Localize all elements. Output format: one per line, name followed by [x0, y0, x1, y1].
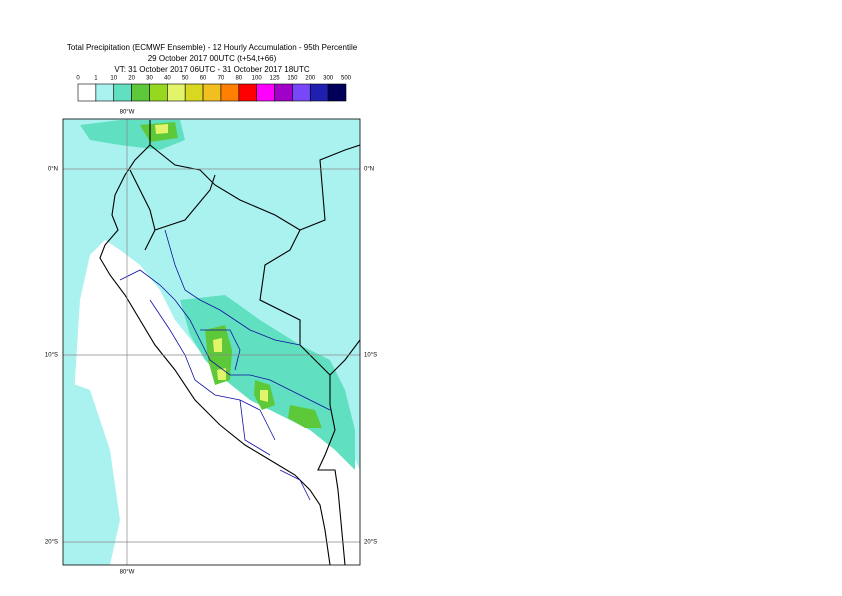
region-borders	[119, 229, 331, 501]
colorbar-label: 50	[182, 76, 189, 82]
colorbar-label: 70	[218, 76, 225, 82]
lon-label: 80°W	[120, 570, 135, 576]
colorbar-label: 500	[341, 76, 352, 82]
lat-label: 0°N	[48, 167, 58, 173]
colorbar-box	[274, 83, 293, 102]
colorbar-label: 1	[94, 76, 98, 82]
lat-label: 20°S	[364, 540, 377, 546]
title-line: Total Precipitation (ECMWF Ensemble) - 1…	[67, 43, 358, 52]
colorbar-box	[256, 83, 275, 102]
colorbar-label: 30	[146, 76, 153, 82]
colorbar-box	[131, 83, 150, 102]
colorbar-box	[167, 83, 186, 102]
colorbar-box	[149, 83, 168, 102]
colorbar-label: 200	[305, 76, 316, 82]
colorbar-box	[327, 83, 347, 102]
colorbar-label: 40	[164, 76, 171, 82]
colorbar-label: 10	[110, 76, 117, 82]
lon-label: 80°W	[120, 110, 135, 116]
colorbar-label: 0	[76, 76, 80, 82]
colorbar-label: 150	[287, 76, 298, 82]
colorbar-label: 125	[270, 76, 281, 82]
lat-label: 20°S	[45, 540, 58, 546]
colorbar-label: 100	[252, 76, 263, 82]
graticule	[63, 119, 360, 565]
lat-label: 10°S	[364, 353, 377, 359]
lat-label: 10°S	[45, 353, 58, 359]
title-block: Total Precipitation (ECMWF Ensemble) - 1…	[67, 43, 358, 74]
colorbar-box	[113, 83, 132, 102]
colorbar-box	[309, 83, 329, 102]
colorbar-label: 60	[200, 76, 207, 82]
colorbar-label: 300	[323, 76, 334, 82]
colorbar-box	[238, 83, 257, 102]
title-line: 29 October 2017 00UTC (t+54,t+66)	[148, 54, 277, 63]
colorbar-label: 80	[235, 76, 242, 82]
colorbar-box	[220, 83, 240, 102]
colorbar-box	[292, 83, 311, 102]
map-area: 80°W 80°W 0°N 0°N 10°S 10°S 20°S 20°S	[45, 110, 377, 576]
colorbar-box	[95, 83, 115, 102]
colorbar: 0 1 10 20 30 40 50 60 70 80 100 125 150 200 300 500	[76, 76, 352, 102]
colorbar-box	[184, 83, 204, 102]
colorbar-label: 20	[128, 76, 135, 82]
map-frame	[62, 118, 361, 566]
colorbar-box	[202, 83, 222, 102]
lat-label: 0°N	[364, 167, 374, 173]
precip-light	[63, 380, 120, 565]
colorbar-box	[77, 83, 97, 102]
title-line: VT: 31 October 2017 06UTC - 31 October 2…	[114, 65, 309, 74]
